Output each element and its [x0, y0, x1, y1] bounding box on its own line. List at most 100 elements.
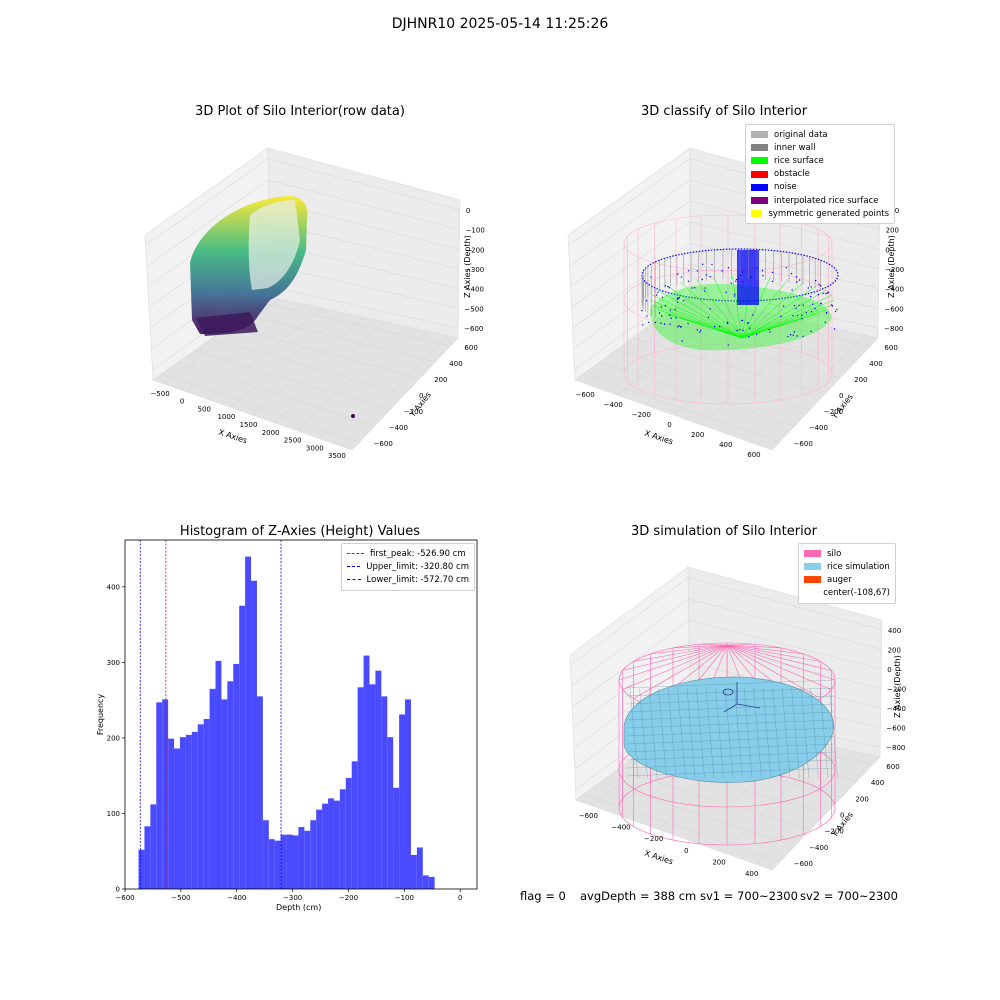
x-tick-label: 400 — [719, 441, 732, 449]
panel2-3d-plot: −600−400−20002004006006004002000−200−400… — [567, 147, 904, 459]
z-tick-label: −400 — [887, 705, 906, 713]
legend-label: first_peak: -526.90 cm — [370, 548, 466, 559]
legend-label: auger — [827, 574, 852, 585]
histogram-bar — [422, 875, 429, 889]
legend-swatch — [804, 563, 821, 571]
panel4-zlabel: Z Axies (Depth) — [892, 655, 902, 718]
panel4-legend-item: silo — [804, 547, 890, 560]
legend-line — [347, 553, 364, 555]
x-tick-label: −200 — [644, 835, 663, 843]
histogram-bar — [150, 804, 157, 889]
histogram-bar — [245, 556, 252, 889]
figure-suptitle: DJHNR10 2025-05-14 11:25:26 — [391, 16, 609, 32]
histogram-bar — [405, 699, 411, 889]
histogram-bar — [239, 605, 246, 889]
z-tick-label: −300 — [465, 266, 484, 274]
panel2-legend: original data inner wall rice surface obsta… — [745, 124, 895, 225]
histogram-bar — [174, 748, 180, 889]
legend-swatch — [751, 183, 768, 191]
z-tick-label: −200 — [885, 266, 904, 274]
histogram-y-tick-label: 100 — [107, 810, 120, 818]
histogram-bar — [179, 737, 186, 889]
histogram-bar — [351, 761, 358, 889]
x-tick-label: 0 — [667, 421, 671, 429]
histogram-bar — [256, 696, 263, 889]
histogram-bar — [399, 714, 406, 889]
histogram-bar — [251, 580, 257, 889]
z-tick-label: −800 — [886, 744, 905, 752]
x-tick-label: 1000 — [217, 413, 235, 421]
histogram-bar — [233, 663, 240, 889]
y-tick-label: −200 — [825, 828, 844, 836]
x-tick-label: 2000 — [262, 429, 280, 437]
histogram-x-tick-label: −600 — [115, 894, 134, 902]
x-tick-label: −400 — [604, 401, 623, 409]
histogram-bar — [375, 670, 382, 889]
y-tick-label: 200 — [855, 795, 868, 803]
histogram-bar — [369, 684, 376, 889]
histogram-xlabel: Depth (cm) — [276, 903, 322, 912]
legend-label: rice simulation — [827, 561, 890, 572]
histogram-bar — [410, 855, 417, 889]
panel2-legend-item: obstacle — [751, 168, 889, 181]
y-tick-label: 0 — [419, 392, 423, 400]
y-tick-label: 200 — [434, 376, 447, 384]
histogram-y-tick-label: 0 — [116, 886, 120, 894]
z-tick-label: −600 — [464, 325, 483, 333]
legend-label: original data — [774, 129, 828, 140]
z-tick-label: 0 — [466, 207, 470, 215]
x-tick-label: 200 — [712, 859, 725, 867]
x-tick-label: 0 — [180, 398, 184, 406]
panel4-legend: silo rice simulation auger center(-108,67) — [798, 543, 896, 604]
y-tick-label: −600 — [374, 440, 393, 448]
x-tick-label: 200 — [691, 431, 704, 439]
histogram-bar — [156, 702, 163, 889]
z-tick-label: −600 — [886, 725, 905, 733]
y-tick-label: −400 — [389, 424, 408, 432]
panel4-auger — [722, 682, 761, 713]
legend-swatch — [804, 590, 817, 597]
histogram-ylabel: Frequency — [96, 693, 106, 736]
histogram-legend-item: Lower_limit: -572.70 cm — [347, 573, 469, 586]
histogram-frame — [124, 539, 478, 890]
histogram-bar — [345, 777, 352, 889]
z-tick-label: 400 — [888, 627, 901, 635]
histogram-bar — [393, 787, 400, 889]
x-tick-label: 600 — [747, 451, 760, 459]
legend-swatch — [751, 157, 768, 165]
legend-label: Lower_limit: -572.70 cm — [366, 574, 469, 585]
footer-avg-depth: avgDepth = 388 cm — [580, 889, 697, 903]
legend-swatch — [804, 576, 821, 584]
panel2-legend-item: interpolated rice surface — [751, 194, 889, 207]
panel4-legend-item: auger — [804, 573, 890, 586]
legend-swatch — [751, 144, 768, 152]
y-tick-label: −200 — [824, 408, 843, 416]
z-tick-label: −500 — [464, 305, 483, 313]
x-tick-label: 2500 — [284, 437, 302, 445]
panel1-3d-plot: −500050010001500200025003000350060040020… — [144, 147, 485, 460]
y-tick-label: 0 — [840, 812, 844, 820]
x-tick-label: −600 — [579, 812, 598, 820]
histogram-bar — [363, 655, 370, 889]
histogram-title: Histogram of Z-Axies (Height) Values — [179, 524, 421, 539]
x-tick-label: 0 — [684, 847, 688, 855]
x-tick-label: −400 — [611, 824, 630, 832]
y-tick-label: 400 — [449, 360, 462, 368]
x-tick-label: −200 — [632, 411, 651, 419]
panel4-legend-item: rice simulation — [804, 560, 890, 573]
histogram-bar — [286, 834, 293, 889]
z-tick-label: −200 — [465, 246, 484, 254]
panel4-legend-item: center(-108,67) — [804, 587, 890, 600]
y-tick-label: 0 — [839, 392, 843, 400]
legend-swatch — [751, 197, 768, 205]
legend-label: interpolated rice surface — [774, 195, 879, 206]
histogram-legend-item: first_peak: -526.90 cm — [347, 547, 469, 560]
histogram-x-tick-label: −200 — [339, 894, 358, 902]
histogram-bar — [191, 731, 198, 889]
histogram-x-tick-label: −300 — [283, 894, 302, 902]
histogram-x-tick-label: 0 — [458, 894, 462, 902]
footer-sv1: sv1 = 700~2300 — [700, 889, 798, 903]
legend-swatch — [751, 210, 763, 218]
z-tick-label: −200 — [887, 686, 906, 694]
